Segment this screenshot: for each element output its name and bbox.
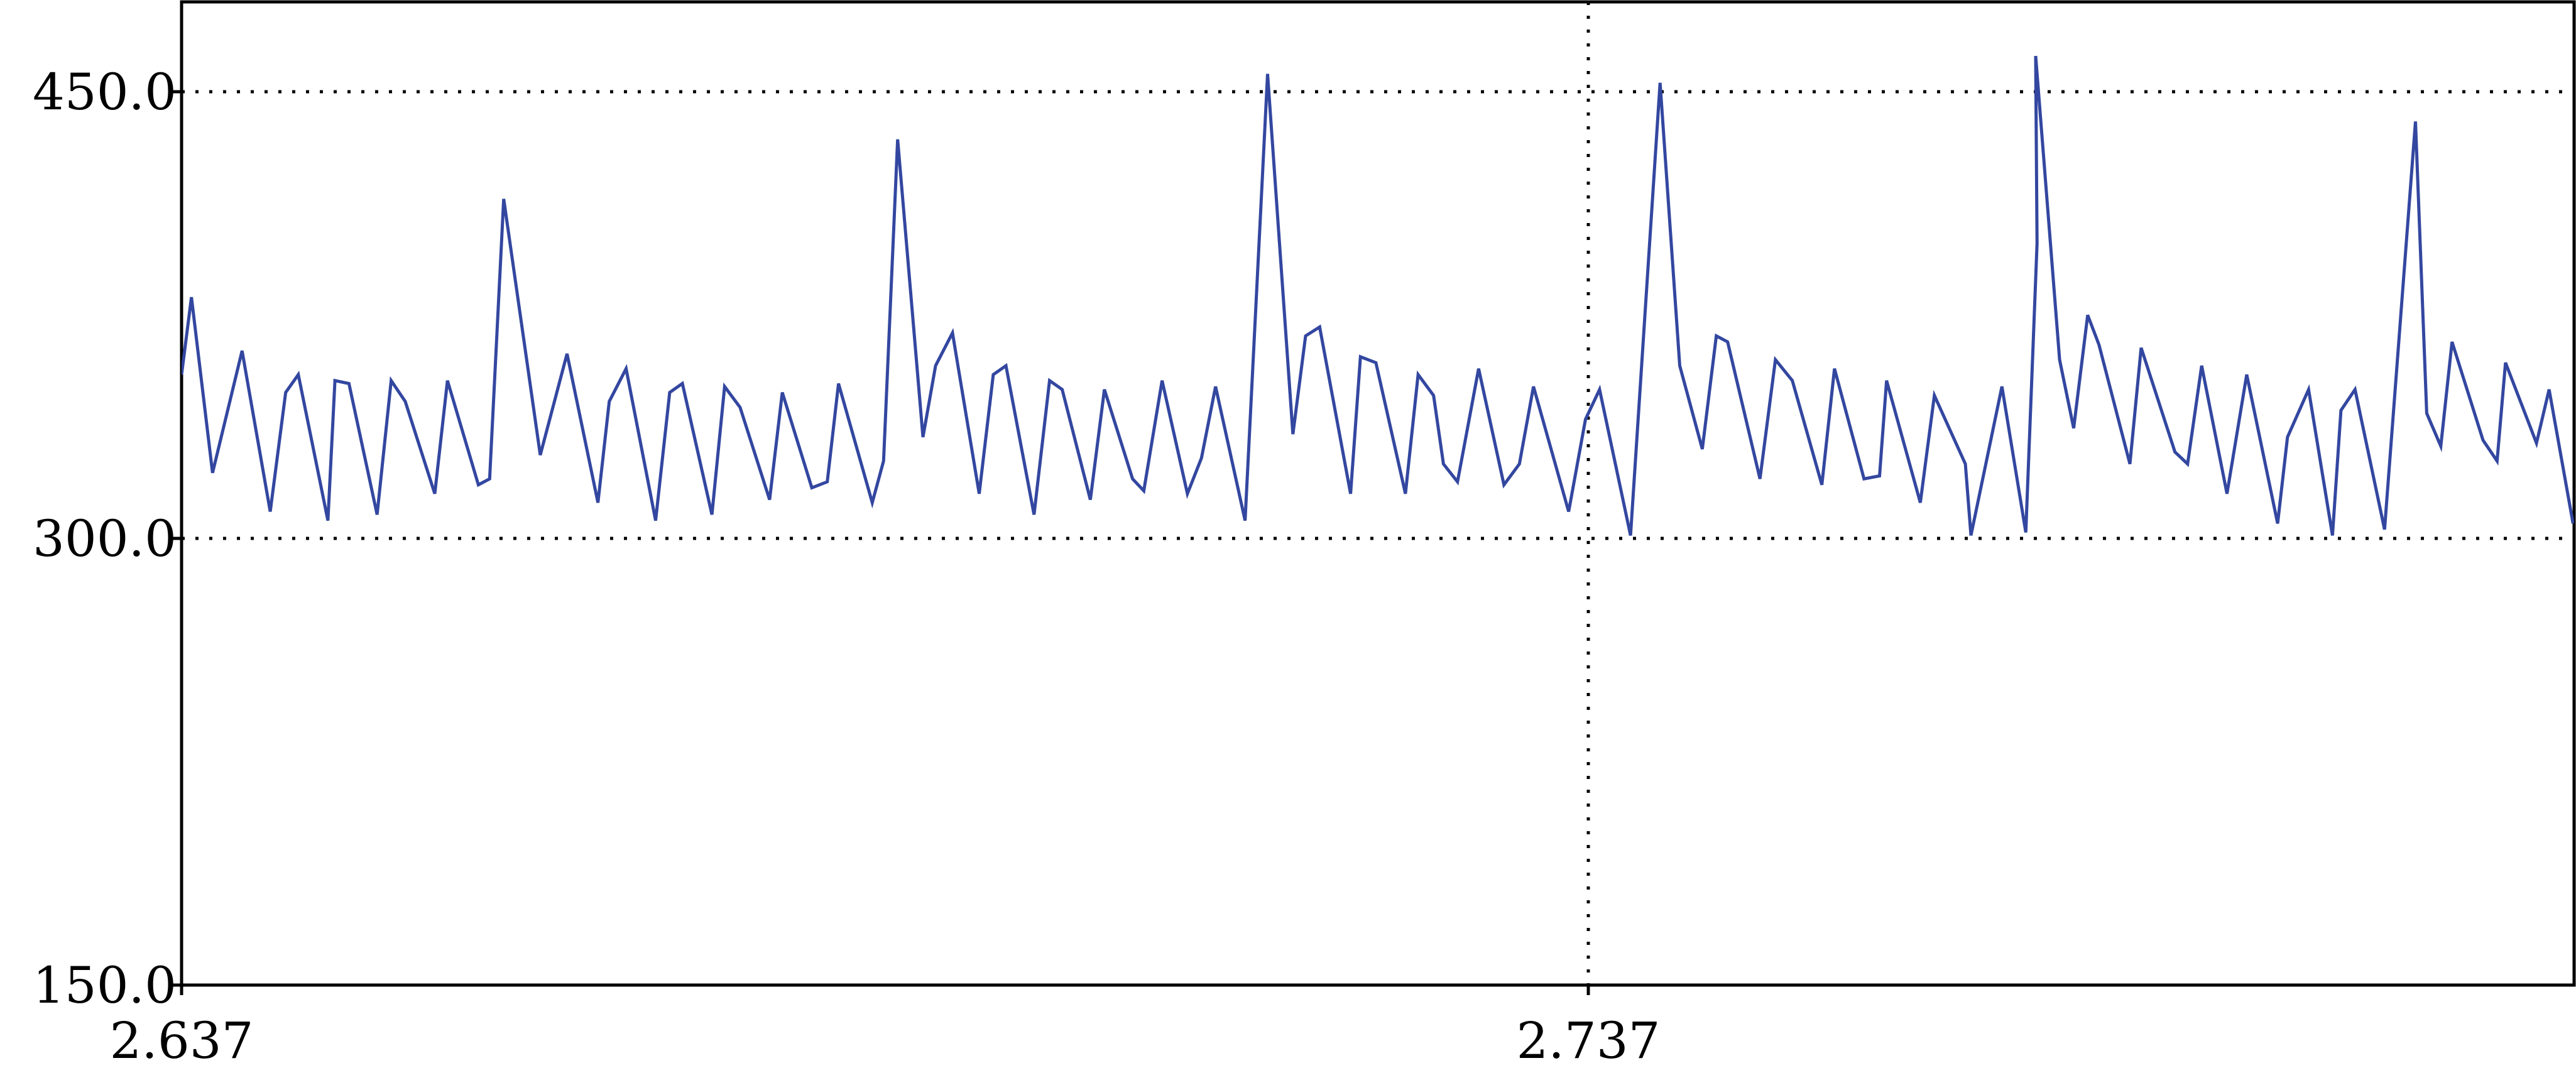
axes	[173, 0, 2576, 995]
plot-frame	[180, 0, 2576, 987]
y-tick-label: 450.0	[33, 63, 177, 121]
grid-lines	[182, 2, 2574, 985]
tick-labels: 150.0 300.0 450.0 2.637 2.737	[33, 63, 1661, 1068]
y-tick-label: 300.0	[33, 509, 177, 568]
x-tick-label: 2.637	[109, 1011, 253, 1068]
series-line-0	[182, 55, 2574, 536]
y-tick-label: 150.0	[33, 956, 177, 1015]
x-tick-label: 2.737	[1516, 1011, 1660, 1068]
series-group	[182, 55, 2574, 536]
